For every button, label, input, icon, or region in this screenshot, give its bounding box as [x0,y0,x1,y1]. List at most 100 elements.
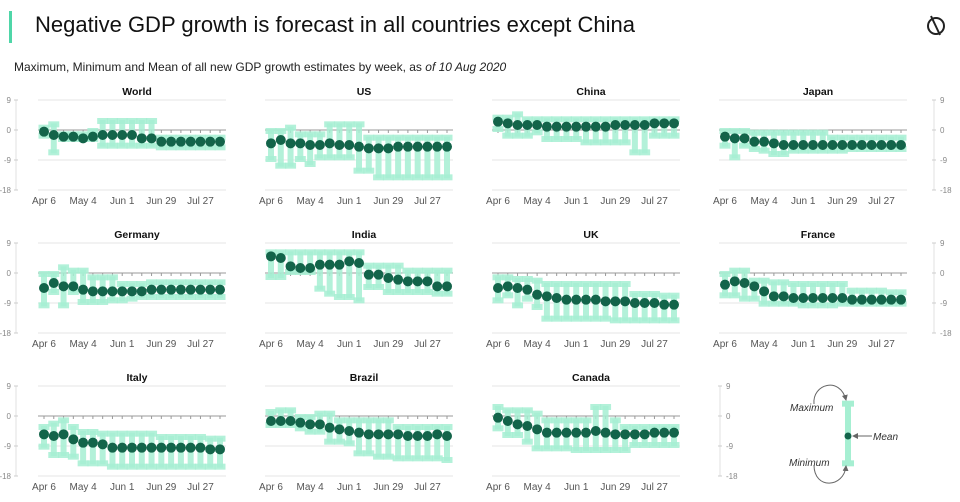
min-cap [668,132,680,139]
mean-dot [334,140,345,150]
max-cap [106,274,118,281]
mean-dot [295,138,306,149]
mean-dot [620,120,631,130]
min-cap [48,149,60,156]
min-cap [729,154,741,161]
min-cap [392,174,404,181]
min-cap [817,147,829,154]
min-cap [512,432,524,438]
mean-dot [58,131,69,142]
mean-dot [551,121,562,132]
min-cap [343,154,355,161]
min-cap [343,440,355,447]
min-cap [175,463,187,470]
right-y-axis: 9 0 -9 -18 [932,96,952,195]
mean-dot [600,296,611,307]
mean-dot [610,120,621,130]
x-tick-label: Apr 6 [713,196,737,207]
mean-dot [610,429,621,440]
mean-dot [837,140,848,150]
max-cap [875,134,887,141]
max-cap [392,424,404,430]
min-cap [492,425,504,432]
max-cap [609,281,621,287]
mean-dot [39,283,49,293]
max-cap [885,134,897,141]
max-cap [639,291,651,297]
mean-dot [314,140,325,150]
mean-dot [48,130,59,140]
min-cap [194,294,206,300]
max-cap [97,430,109,437]
min-cap [492,297,504,304]
max-cap [787,129,799,136]
mean-dot [324,138,335,149]
mean-dot [314,259,325,270]
mean-dot [493,412,503,423]
max-cap [502,114,514,121]
y-tick-label: -9 [940,156,948,165]
mean-dot [136,286,147,297]
mean-dot [354,427,364,438]
min-cap [333,294,345,300]
x-tick-label: May 4 [523,482,551,493]
min-cap [294,156,306,162]
mean-dot [512,283,523,293]
max-cap [431,424,443,430]
max-cap [126,281,138,287]
panel-title: Germany [114,229,160,241]
mean-dot [866,294,877,305]
legend: 9 0 -9 -18 Maximum Mean Minimum [718,382,898,484]
min-cap [502,292,514,299]
x-tick-label: Apr 6 [32,339,56,350]
min-cap [275,162,287,169]
mean-dot [768,291,779,302]
x-tick-label: Jun 1 [110,339,135,350]
min-cap [67,453,79,460]
min-cap [77,299,89,305]
x-tick-label: Jun 29 [600,196,630,207]
min-cap [204,463,216,470]
mean-dot [305,140,316,150]
mean-dot [442,141,452,152]
x-tick-label: Apr 6 [259,196,283,207]
mean-dot [175,284,186,295]
max-cap [194,434,206,440]
mean-dot [363,269,374,280]
x-tick-label: May 4 [69,196,97,207]
max-cap [531,116,543,123]
panel-title: Japan [803,86,833,98]
mean-dot [402,276,413,287]
mean-dot [629,429,640,440]
panel-title: Italy [126,372,147,384]
min-cap [570,447,582,453]
mean-dot [522,284,533,295]
max-cap [600,404,612,410]
min-cap [402,289,414,295]
mean-dot [136,442,147,453]
mean-dot [432,141,443,152]
y-tick-label: 0 [7,412,12,421]
min-cap [619,447,631,453]
max-cap [275,249,287,256]
min-cap [668,442,680,448]
mean-dot [808,293,818,303]
max-cap [136,430,148,437]
max-cap [658,424,670,430]
min-cap [441,290,453,297]
x-tick-label: Apr 6 [259,339,283,350]
range-bar [307,251,314,273]
x-tick-label: Apr 6 [259,482,283,493]
y-tick-label: 9 [7,239,12,248]
x-tick-label: Jul 27 [868,339,895,350]
max-cap [314,410,326,417]
min-cap [807,147,819,154]
range-bar [277,251,284,278]
min-cap [214,294,226,300]
subtitle: Maximum, Minimum and Mean of all new GDP… [14,60,506,74]
min-cap [285,162,297,169]
min-cap [836,300,848,307]
max-cap [560,116,572,123]
range-bar [414,426,421,460]
min-cap [521,295,533,302]
